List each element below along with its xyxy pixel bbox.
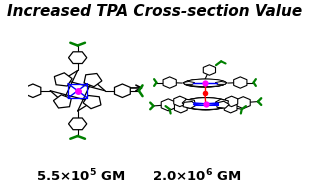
- Polygon shape: [54, 73, 72, 86]
- Polygon shape: [225, 96, 238, 107]
- Polygon shape: [69, 52, 87, 64]
- Polygon shape: [183, 98, 228, 110]
- Polygon shape: [203, 65, 215, 75]
- Text: Increased TPA Cross-section Value: Increased TPA Cross-section Value: [7, 4, 303, 19]
- Polygon shape: [234, 77, 247, 88]
- Polygon shape: [215, 81, 227, 84]
- Polygon shape: [84, 74, 102, 87]
- Polygon shape: [216, 101, 229, 108]
- Polygon shape: [183, 101, 196, 108]
- Polygon shape: [183, 81, 195, 84]
- Polygon shape: [182, 99, 195, 106]
- Polygon shape: [163, 77, 176, 88]
- Polygon shape: [184, 80, 225, 87]
- Polygon shape: [174, 96, 186, 107]
- Polygon shape: [215, 99, 228, 106]
- Polygon shape: [224, 102, 237, 113]
- Polygon shape: [161, 99, 175, 111]
- Polygon shape: [183, 98, 228, 110]
- Polygon shape: [69, 118, 87, 130]
- Polygon shape: [114, 84, 130, 98]
- Polygon shape: [83, 95, 101, 109]
- Polygon shape: [25, 84, 41, 98]
- Text: $\mathbf{5.5{\times}10^5\ GM}$: $\mathbf{5.5{\times}10^5\ GM}$: [36, 168, 125, 184]
- Polygon shape: [53, 95, 71, 108]
- Polygon shape: [184, 79, 226, 87]
- Polygon shape: [236, 97, 250, 109]
- Polygon shape: [184, 79, 225, 87]
- Text: $\mathbf{2.0{\times}10^6\ GM}$: $\mathbf{2.0{\times}10^6\ GM}$: [153, 168, 241, 184]
- Polygon shape: [185, 79, 226, 87]
- Polygon shape: [175, 102, 187, 113]
- Polygon shape: [183, 98, 229, 110]
